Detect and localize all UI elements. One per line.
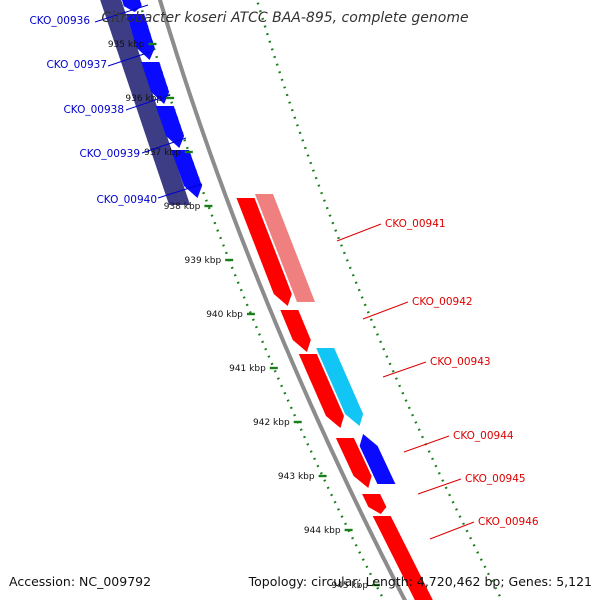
gene-block-cko-00941 [236,198,292,306]
gene-label-cko-00945[interactable]: CKO_00945 [465,473,526,485]
left-dotted-ruler [137,0,386,600]
gene-label-cko-00938[interactable]: CKO_00938 [63,104,124,116]
tick-label: 935 kbp [108,40,145,50]
tick-label: 939 kbp [185,256,222,266]
gene-label-cko-00944[interactable]: CKO_00944 [453,430,514,442]
tick-label: 941 kbp [229,364,266,374]
gene-leader-line [417,478,462,495]
gene-block-cko-00942 [280,310,311,352]
gene-label-cko-00936[interactable]: CKO_00936 [29,15,90,27]
gene-block-cko-00943 [298,354,344,428]
gene-leader-line [141,137,187,154]
gene-label-cko-00937[interactable]: CKO_00937 [46,59,107,71]
gene-leader-line [403,435,450,453]
gene-features [100,0,433,600]
gene-block-cko-00945 [362,494,387,514]
gene-block-cko-00938 [141,62,170,104]
tick-label: 936 kbp [125,94,162,104]
gene-label-cko-00939[interactable]: CKO_00939 [79,148,140,160]
map-title: Citrobacter koseri ATCC BAA-895, complet… [101,10,468,26]
gene-labels: CKO_00936 CKO_00937 CKO_00938 CKO_00939 CKO_… [29,4,539,540]
gene-block-cko-00939 [155,106,185,148]
gene-block-cko-00941-pink [255,194,315,302]
tick-label: 938 kbp [164,202,201,212]
gene-label-cko-00942[interactable]: CKO_00942 [412,296,473,308]
gene-block-cko-00946 [372,516,433,600]
gene-block-cko-00944-blue [359,434,396,484]
gene-label-cko-00946[interactable]: CKO_00946 [478,516,539,528]
gene-leader-line [362,301,409,320]
tick-label: 945 kbp [331,581,368,591]
gene-leader-line [429,521,475,540]
gene-label-cko-00941[interactable]: CKO_00941 [385,218,446,230]
genome-backbone [157,0,408,600]
gene-block-darkblue [100,0,191,205]
gene-block-cko-00944 [335,438,372,488]
tick-label: 940 kbp [206,310,243,320]
gene-leader-line [157,183,203,199]
gene-leader-line [382,361,427,378]
tick-label: 944 kbp [304,526,341,536]
kbp-ticks: 935 kbp 936 kbp 937 kbp 938 kbp 939 kbp 940 k… [108,40,381,591]
gene-label-cko-00943[interactable]: CKO_00943 [430,356,491,368]
backbone-line [157,0,408,600]
gene-leader-line [94,4,149,23]
gene-leader-line [336,223,382,242]
topology-text: Topology: circular; Length: 4,720,462 bp… [248,574,592,589]
gene-label-cko-00940[interactable]: CKO_00940 [96,194,157,206]
tick-label: 942 kbp [253,418,290,428]
tick-label: 937 kbp [144,148,181,158]
tick-label: 943 kbp [278,472,315,482]
gene-block-cko-00943-cyan [316,348,364,426]
accession-text: Accession: NC_009792 [9,574,151,589]
gene-block-cko-00937 [126,14,155,60]
gene-leader-line [107,51,151,67]
gene-leader-line [125,94,171,111]
